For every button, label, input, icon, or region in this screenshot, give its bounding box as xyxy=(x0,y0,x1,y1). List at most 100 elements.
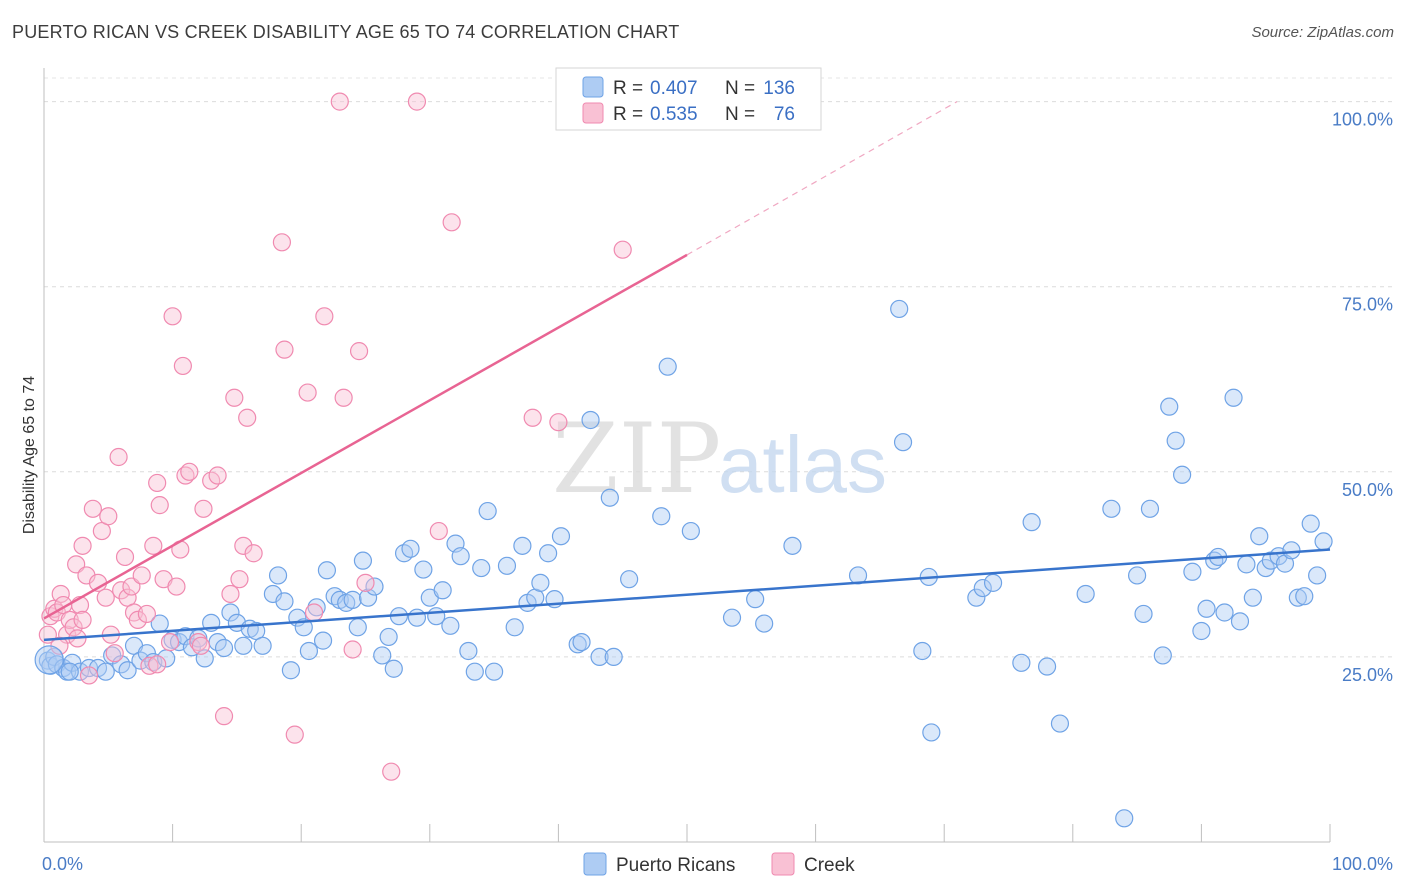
legend-label-creek: Creek xyxy=(804,855,855,876)
data-point xyxy=(581,410,600,430)
data-point xyxy=(1301,514,1320,533)
data-point xyxy=(317,561,337,580)
data-point xyxy=(253,636,272,655)
data-point xyxy=(79,666,99,685)
y-tick-label: 25.0% xyxy=(1342,665,1393,685)
data-point xyxy=(497,556,517,575)
stats-r-value: 0.535 xyxy=(650,104,698,125)
stats-n-label: N = xyxy=(725,104,755,125)
data-point xyxy=(379,627,398,647)
data-point xyxy=(1102,499,1121,518)
data-point xyxy=(414,560,433,579)
data-point xyxy=(1134,604,1153,624)
data-point xyxy=(365,577,384,596)
data-point xyxy=(275,340,294,359)
data-point xyxy=(96,588,115,607)
data-point xyxy=(967,588,986,607)
watermark-zip: ZIP xyxy=(552,403,721,515)
data-point xyxy=(230,570,249,589)
watermark-atlas: atlas xyxy=(718,420,887,509)
y-tick-label: 75.0% xyxy=(1342,295,1393,315)
data-point xyxy=(194,499,213,518)
data-point xyxy=(281,661,301,680)
data-point xyxy=(513,536,532,555)
data-points xyxy=(34,92,1333,828)
data-point xyxy=(1308,566,1327,585)
data-point xyxy=(1250,527,1269,546)
data-point xyxy=(221,584,240,604)
data-point xyxy=(722,608,742,627)
data-point xyxy=(105,644,124,663)
data-point xyxy=(99,507,118,526)
data-point xyxy=(433,581,452,600)
data-point xyxy=(60,662,79,681)
data-point xyxy=(1243,588,1262,607)
data-point xyxy=(173,356,192,376)
data-point xyxy=(167,577,186,596)
data-point xyxy=(1282,541,1301,560)
stats-swatch-creek xyxy=(582,102,604,124)
data-point xyxy=(304,603,324,622)
data-point xyxy=(1197,599,1216,618)
data-point xyxy=(358,588,378,607)
data-point xyxy=(313,631,333,650)
stats-r-value: 0.407 xyxy=(650,78,698,99)
data-point xyxy=(429,521,448,541)
data-point xyxy=(1230,612,1250,631)
data-point xyxy=(407,92,427,111)
data-point xyxy=(109,447,128,467)
data-point xyxy=(1314,532,1333,551)
data-point xyxy=(1224,388,1243,407)
data-point xyxy=(330,92,349,111)
data-point xyxy=(73,610,92,629)
data-point xyxy=(893,433,913,452)
data-point xyxy=(73,536,92,555)
trend-extension-creek xyxy=(686,101,958,256)
data-point xyxy=(191,636,210,655)
data-point xyxy=(1192,621,1211,641)
data-point xyxy=(890,299,909,319)
data-point xyxy=(348,618,367,637)
data-point xyxy=(572,632,591,652)
data-point xyxy=(1215,603,1234,622)
data-point xyxy=(349,342,369,361)
stats-swatch-puerto-ricans xyxy=(582,76,604,98)
y-axis-label: Disability Age 65 to 74 xyxy=(21,376,38,534)
data-point xyxy=(1160,397,1179,416)
data-point xyxy=(600,488,619,507)
stats-n-value: 136 xyxy=(763,78,795,99)
stats-n-value: 76 xyxy=(774,104,795,125)
data-point xyxy=(148,473,167,493)
data-point xyxy=(353,551,373,570)
data-point xyxy=(1140,499,1160,518)
data-point xyxy=(315,307,334,326)
data-point xyxy=(783,536,802,555)
data-point xyxy=(658,357,677,376)
data-point xyxy=(118,661,137,680)
data-point xyxy=(1115,809,1134,828)
data-point xyxy=(746,590,765,609)
x-tick-labels: 0.0% 100.0% xyxy=(42,854,1393,874)
data-point xyxy=(382,762,401,781)
data-point xyxy=(505,618,524,637)
x-tick-label-start: 0.0% xyxy=(42,854,83,874)
source-label: Source: ZipAtlas.com xyxy=(1251,24,1394,41)
data-point xyxy=(238,408,257,427)
data-point xyxy=(1288,588,1307,607)
data-point xyxy=(1037,657,1057,676)
data-point xyxy=(70,662,90,681)
data-point xyxy=(285,725,304,744)
data-point xyxy=(973,578,992,598)
legend-swatch-creek xyxy=(771,852,795,876)
stats-legend: R = 0.407 N = 136 R = 0.535 N = 76 xyxy=(555,67,822,131)
data-point xyxy=(1153,646,1172,665)
data-point xyxy=(620,570,639,589)
data-point xyxy=(163,307,182,326)
data-point xyxy=(1183,562,1202,581)
data-point xyxy=(478,501,497,521)
data-point xyxy=(51,584,70,604)
data-point xyxy=(459,641,478,661)
data-point xyxy=(1127,566,1147,585)
data-point xyxy=(244,544,263,563)
